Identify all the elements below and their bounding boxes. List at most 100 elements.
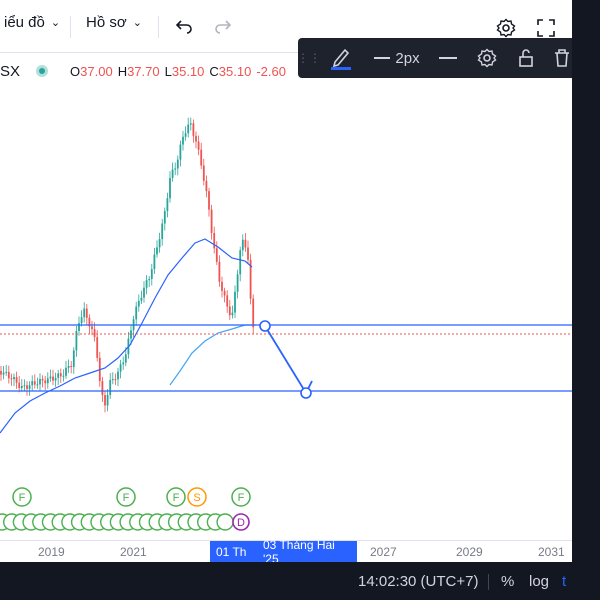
candle-body — [247, 247, 249, 260]
candle-body — [10, 378, 13, 380]
candle-body — [5, 371, 8, 373]
candle-body — [41, 378, 44, 381]
candle-body — [52, 376, 54, 381]
candle-body — [202, 165, 205, 181]
candle-body — [148, 279, 151, 281]
high-label: H — [117, 63, 128, 79]
candle-body — [249, 259, 252, 299]
event-badge-label: F — [173, 492, 180, 504]
candle-body — [239, 250, 242, 275]
candle-body — [18, 382, 21, 389]
candle-body — [72, 350, 75, 367]
candle-body — [236, 274, 239, 292]
candlestick-series — [0, 117, 255, 413]
candle-body — [54, 377, 57, 381]
candle-body — [75, 331, 78, 351]
gear-icon[interactable] — [474, 38, 500, 78]
candle-body — [226, 295, 229, 307]
fullscreen-icon[interactable] — [536, 18, 556, 38]
candle-body — [26, 385, 28, 389]
candle-body — [140, 297, 143, 301]
candle-body — [111, 379, 114, 381]
time-axis-label: 2031 — [538, 545, 565, 559]
ohlc-legend: SX O 37.00 H 37.70 L 35.10 C 35.10 -2.60 — [0, 60, 286, 82]
high-value: 37.70 — [127, 63, 160, 79]
candle-body — [44, 380, 47, 384]
candle-body — [93, 329, 96, 338]
candle-body — [33, 381, 36, 385]
candle-body — [195, 135, 197, 142]
candle-body — [31, 381, 34, 386]
candle-body — [176, 159, 179, 169]
candle-body — [57, 373, 60, 378]
drag-handle-icon[interactable]: ⋮⋮ — [297, 51, 321, 65]
trash-icon[interactable] — [552, 38, 572, 78]
chart-menu[interactable]: iểu đồ ⌄ — [4, 14, 60, 31]
candle-body — [59, 373, 62, 377]
close-label: C — [209, 63, 219, 79]
time-axis[interactable]: 2019 2021 2027 2029 2031 01 Th 03 Tháng … — [0, 538, 572, 566]
chevron-down-icon: ⌄ — [132, 17, 142, 29]
change-value: -2.60 — [256, 63, 286, 79]
chevron-down-icon: ⌄ — [50, 17, 61, 29]
crosshair-date-end: 03 Tháng Hai '25 — [257, 538, 357, 566]
candle-body — [228, 306, 231, 316]
auto-toggle[interactable]: t — [562, 573, 567, 590]
candle-body — [80, 317, 83, 324]
candle-body — [137, 300, 140, 307]
profile-menu[interactable]: Hồ sơ ⌄ — [86, 14, 142, 31]
candle-body — [252, 298, 255, 328]
event-badge-label: F — [123, 492, 130, 504]
clock-label[interactable]: 14:02:30 (UTC+7) — [358, 573, 479, 590]
candle-body — [197, 141, 200, 150]
time-axis-label: 2019 — [38, 545, 65, 559]
candle-body — [109, 380, 112, 395]
candle-body — [122, 362, 125, 365]
status-divider — [488, 574, 489, 590]
time-axis-label: 2029 — [456, 545, 483, 559]
candle-body — [150, 269, 153, 280]
event-badge-label: F — [19, 492, 26, 504]
undo-icon[interactable] — [174, 18, 194, 34]
open-value: 37.00 — [80, 63, 113, 79]
top-toolbar: iểu đồ ⌄ Hồ sơ ⌄ — [0, 0, 572, 53]
candle-body — [143, 287, 145, 298]
event-badge — [116, 487, 136, 507]
line-style-icon[interactable] — [434, 38, 462, 78]
candle-body — [119, 364, 122, 372]
candle-body — [124, 354, 127, 363]
price-chart[interactable]: F F F S F D — [0, 53, 572, 540]
percent-toggle[interactable]: % — [501, 573, 515, 590]
redo-icon[interactable] — [213, 18, 233, 34]
toolbar-divider — [158, 16, 159, 38]
candle-body — [23, 385, 26, 387]
time-axis-label: 2021 — [120, 545, 147, 559]
unlock-icon[interactable] — [514, 38, 538, 78]
candle-body — [2, 372, 5, 375]
moving-average-long-line — [169, 324, 256, 386]
gear-icon[interactable] — [496, 18, 516, 38]
event-badge — [231, 487, 251, 507]
event-badge — [216, 513, 234, 531]
candle-body — [135, 306, 138, 320]
trend-line[interactable] — [264, 325, 307, 394]
log-toggle[interactable]: log — [529, 573, 550, 590]
candle-body — [91, 326, 93, 330]
candle-body — [184, 133, 187, 137]
symbol-label: SX — [0, 62, 21, 80]
crosshair-date-start: 01 Th — [210, 541, 262, 563]
trend-line-handle-end[interactable] — [300, 387, 312, 399]
drawing-toolbar: ⋮⋮ 2px — [297, 38, 572, 78]
line-width-selector[interactable]: 2px — [370, 38, 424, 78]
toolbar-divider — [70, 16, 71, 38]
pencil-icon[interactable] — [324, 38, 358, 78]
trend-line-handle-start[interactable] — [259, 320, 271, 332]
dividend-badge-label: D — [237, 517, 245, 529]
candle-body — [62, 375, 65, 377]
candle-body — [187, 124, 190, 134]
candle-body — [15, 377, 18, 383]
candle-body — [208, 191, 210, 210]
candle-body — [117, 371, 119, 380]
candle-body — [218, 261, 221, 282]
bottom-status-bar: 14:02:30 (UTC+7) % log t — [0, 562, 572, 600]
